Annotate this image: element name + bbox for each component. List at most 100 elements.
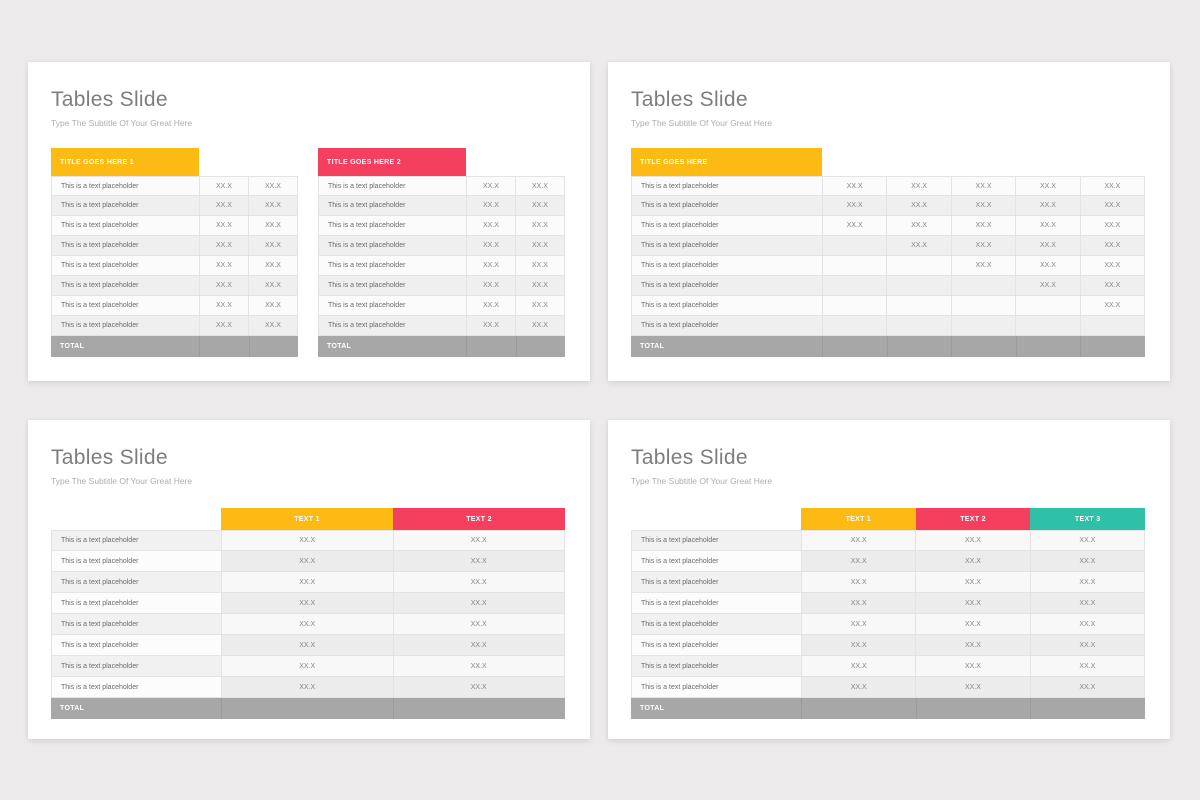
table-title-header: TITLE GOES HERE 1 bbox=[51, 148, 199, 176]
row-label-cell: This is a text placeholder bbox=[51, 656, 221, 677]
table-row: This is a text placeholder XX.X XX.X XX.X XX… bbox=[631, 216, 1146, 236]
table-row: This is a text placeholder XX.X XX.X XX.X bbox=[631, 256, 1146, 276]
row-label-cell: This is a text placeholder bbox=[631, 656, 801, 677]
value-cell: XX.X bbox=[915, 572, 1030, 593]
value-cell bbox=[822, 256, 887, 276]
value-cell: XX.X bbox=[801, 593, 916, 614]
table-row: This is a text placeholder XX.X XX.X bbox=[51, 530, 565, 551]
value-cell: XX.X bbox=[1029, 635, 1145, 656]
value-cell: XX.X bbox=[801, 551, 916, 572]
value-cell: XX.X bbox=[801, 635, 916, 656]
value-cell: XX.X bbox=[801, 614, 916, 635]
table-row: This is a text placeholder XX.X bbox=[631, 296, 1146, 316]
slide-canvas: Tables Slide Type The Subtitle Of Your G… bbox=[28, 62, 590, 357]
value-cell bbox=[886, 316, 951, 336]
total-value-cell bbox=[1080, 336, 1145, 357]
tables-area: TEXT 1 TEXT 2 TEXT 3 This is a text placeho… bbox=[631, 508, 1146, 719]
value-cell: XX.X bbox=[886, 176, 951, 196]
total-value-cell bbox=[1015, 336, 1081, 357]
value-cell: XX.X bbox=[950, 196, 1016, 216]
value-cell: XX.X bbox=[915, 677, 1030, 698]
row-label-cell: This is a text placeholder bbox=[631, 176, 822, 196]
value-cell: XX.X bbox=[221, 635, 393, 656]
slide-canvas: Tables Slide Type The Subtitle Of Your G… bbox=[608, 62, 1170, 357]
table-header-row: TITLE GOES HERE 1 bbox=[51, 148, 298, 176]
table-row: This is a text placeholder XX.X XX.X bbox=[51, 656, 565, 677]
row-label-cell: This is a text placeholder bbox=[318, 216, 466, 236]
value-cell: XX.X bbox=[1029, 530, 1145, 551]
table-row: This is a text placeholder XX.X XX.X bbox=[318, 316, 565, 336]
slide-thumbnail-1[interactable]: Tables Slide Type The Subtitle Of Your G… bbox=[28, 62, 590, 381]
total-row: TOTAL bbox=[631, 336, 1145, 357]
row-label-cell: This is a text placeholder bbox=[631, 196, 822, 216]
table-row: This is a text placeholder XX.X XX.X XX.X XX… bbox=[631, 236, 1146, 256]
value-cell: XX.X bbox=[1015, 216, 1080, 236]
placeholder-table: TEXT 1 TEXT 2 This is a text placeholder XX… bbox=[51, 508, 565, 719]
total-row: TOTAL bbox=[631, 698, 1145, 719]
column-header: TEXT 1 bbox=[801, 508, 916, 530]
total-value-cell bbox=[248, 336, 299, 357]
row-label-cell: This is a text placeholder bbox=[631, 296, 822, 316]
value-cell bbox=[822, 316, 887, 336]
value-cell: XX.X bbox=[822, 196, 887, 216]
value-cell: XX.X bbox=[1079, 236, 1146, 256]
value-cell: XX.X bbox=[1079, 196, 1146, 216]
value-cell: XX.X bbox=[392, 593, 565, 614]
table-row: This is a text placeholder XX.X XX.X XX.X bbox=[631, 656, 1145, 677]
row-label-cell: This is a text placeholder bbox=[318, 176, 466, 196]
table-row: This is a text placeholder XX.X XX.X bbox=[51, 196, 298, 216]
row-label-cell: This is a text placeholder bbox=[631, 593, 801, 614]
value-cell bbox=[886, 276, 951, 296]
tables-area: TEXT 1 TEXT 2 This is a text placeholder XX… bbox=[51, 508, 565, 719]
row-label-cell: This is a text placeholder bbox=[318, 236, 466, 256]
table-row: This is a text placeholder XX.X XX.X XX.X bbox=[631, 530, 1145, 551]
row-label-cell: This is a text placeholder bbox=[631, 677, 801, 698]
slide-thumbnail-4[interactable]: Tables Slide Type The Subtitle Of Your G… bbox=[608, 420, 1170, 739]
value-cell: XX.X bbox=[466, 176, 515, 196]
total-value-cell bbox=[221, 698, 393, 719]
table-title-header: TITLE GOES HERE 2 bbox=[318, 148, 466, 176]
table-row: This is a text placeholder XX.X XX.X bbox=[318, 296, 565, 316]
value-cell: XX.X bbox=[515, 256, 565, 276]
value-cell: XX.X bbox=[199, 276, 248, 296]
row-label-cell: This is a text placeholder bbox=[631, 256, 822, 276]
total-value-cell bbox=[199, 336, 249, 357]
table-header-row: TITLE GOES HERE 2 bbox=[318, 148, 565, 176]
table-row: This is a text placeholder XX.X XX.X bbox=[318, 216, 565, 236]
placeholder-table: TITLE GOES HERE 1 This is a text placehol… bbox=[51, 148, 298, 357]
row-label-cell: This is a text placeholder bbox=[51, 635, 221, 656]
value-cell: XX.X bbox=[1079, 276, 1146, 296]
row-label-cell: This is a text placeholder bbox=[51, 551, 221, 572]
placeholder-table: TITLE GOES HERE 2 This is a text placehol… bbox=[318, 148, 565, 357]
slide-title: Tables Slide bbox=[51, 88, 168, 111]
value-cell: XX.X bbox=[1015, 176, 1080, 196]
value-cell: XX.X bbox=[221, 530, 393, 551]
slide-thumbnail-3[interactable]: Tables Slide Type The Subtitle Of Your G… bbox=[28, 420, 590, 739]
row-label-cell: This is a text placeholder bbox=[631, 635, 801, 656]
row-label-cell: This is a text placeholder bbox=[631, 530, 801, 551]
table-row: This is a text placeholder XX.X XX.X bbox=[318, 196, 565, 216]
value-cell: XX.X bbox=[221, 614, 393, 635]
slide-subtitle: Type The Subtitle Of Your Great Here bbox=[51, 476, 193, 486]
value-cell: XX.X bbox=[248, 276, 298, 296]
table-row: This is a text placeholder XX.X XX.X XX.X bbox=[631, 614, 1145, 635]
table-row: This is a text placeholder XX.X XX.X bbox=[51, 296, 298, 316]
total-value-cell bbox=[801, 698, 916, 719]
value-cell bbox=[1015, 296, 1080, 316]
row-label-cell: This is a text placeholder bbox=[631, 614, 801, 635]
value-cell: XX.X bbox=[801, 572, 916, 593]
column-header: TEXT 3 bbox=[1030, 508, 1146, 530]
column-header: TEXT 2 bbox=[915, 508, 1031, 530]
value-cell: XX.X bbox=[248, 256, 298, 276]
slide-thumbnail-2[interactable]: Tables Slide Type The Subtitle Of Your G… bbox=[608, 62, 1170, 381]
row-label-cell: This is a text placeholder bbox=[51, 216, 199, 236]
row-label-cell: This is a text placeholder bbox=[631, 316, 822, 336]
value-cell: XX.X bbox=[248, 196, 298, 216]
table-row: This is a text placeholder XX.X XX.X bbox=[51, 176, 298, 196]
value-cell: XX.X bbox=[1029, 677, 1145, 698]
slide-subtitle: Type The Subtitle Of Your Great Here bbox=[631, 476, 773, 486]
value-cell: XX.X bbox=[1029, 593, 1145, 614]
table-row: This is a text placeholder XX.X XX.X bbox=[51, 551, 565, 572]
value-cell: XX.X bbox=[392, 530, 565, 551]
value-cell: XX.X bbox=[1029, 551, 1145, 572]
